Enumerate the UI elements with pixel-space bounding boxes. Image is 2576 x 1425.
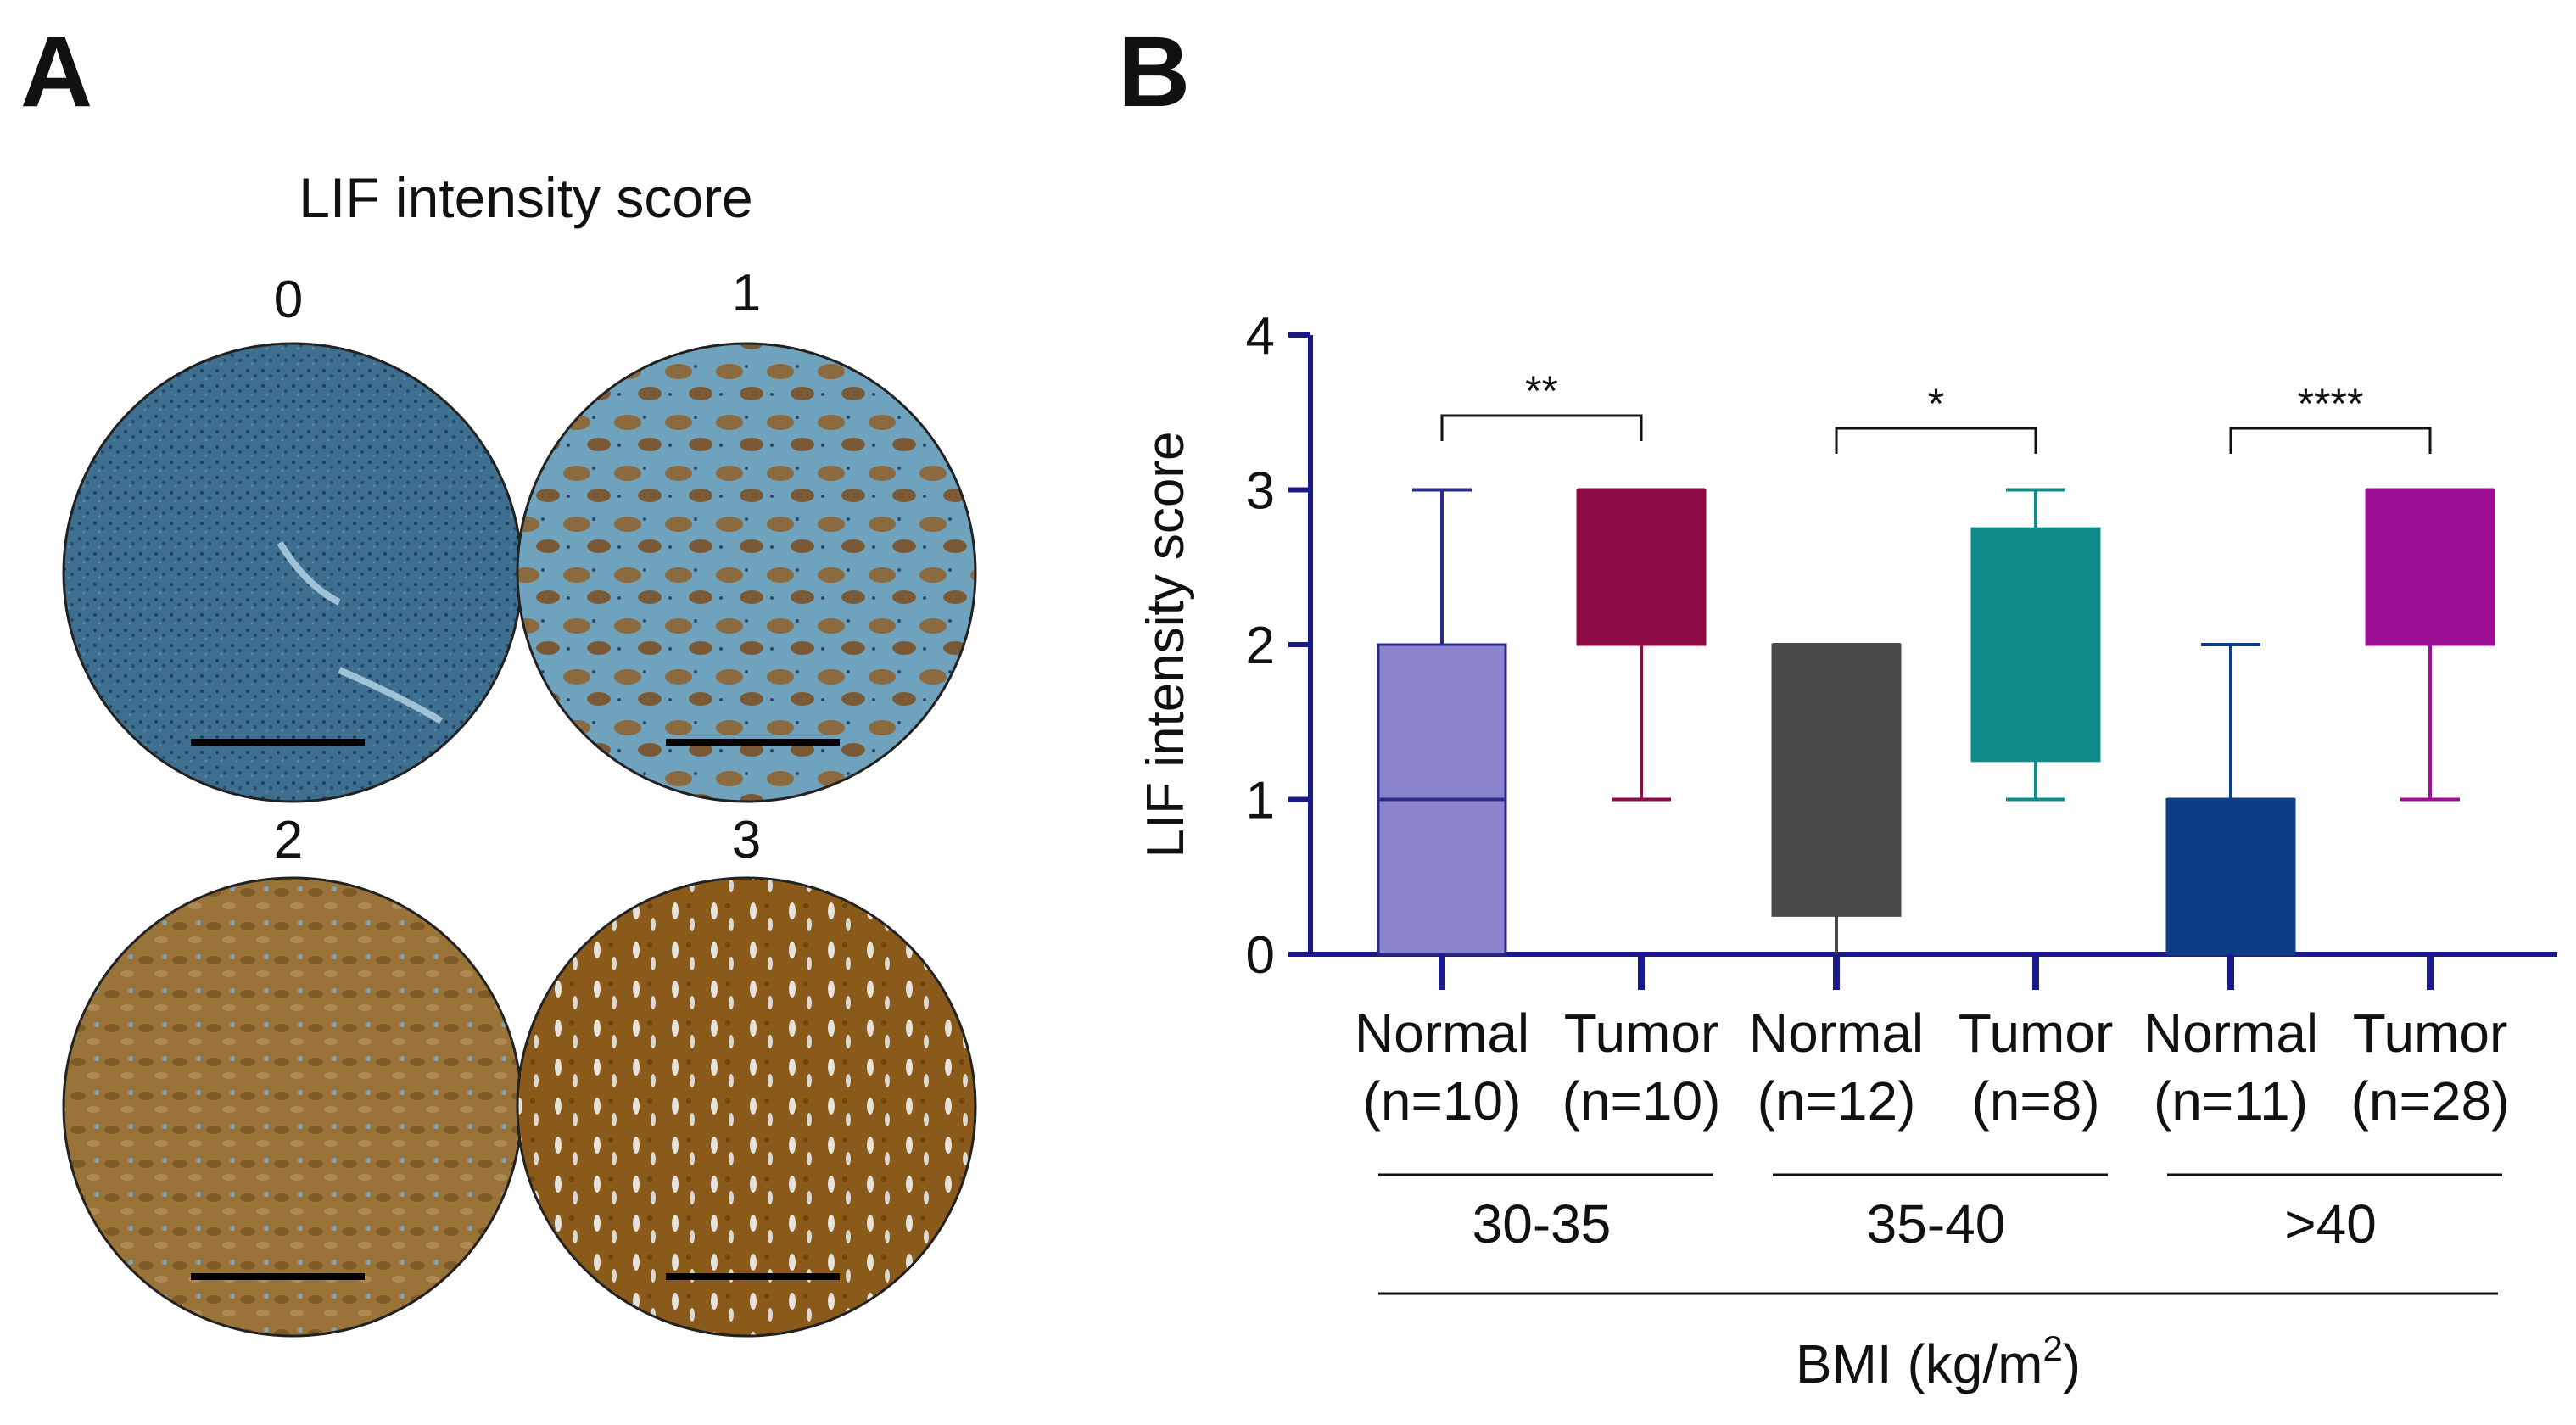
group-2-box-1-label: Tumor — [2353, 1003, 2508, 1064]
x-axis-label-main: BMI (kg/m — [1796, 1333, 2043, 1394]
group-2-box-0-box — [2165, 798, 2296, 956]
group-1-box-0-label: Normal — [1749, 1003, 1924, 1064]
group-0-box-1-box — [1576, 489, 1707, 646]
group-0-box-0-n: (n=10) — [1363, 1070, 1522, 1132]
significance-label-1: * — [1928, 380, 1944, 428]
group-1-box-1-n: (n=8) — [1971, 1070, 2099, 1132]
group-2-box-1-box — [2365, 489, 2495, 646]
micrograph-1 — [516, 342, 977, 803]
bmi-group-label-0: 30-35 — [1472, 1193, 1612, 1255]
score-label-1: 1 — [731, 264, 762, 322]
y-tick-label-1: 1 — [1246, 772, 1275, 830]
group-2-box-0-n: (n=11) — [2154, 1070, 2308, 1132]
x-axis-label-sup: 2 — [2042, 1328, 2062, 1368]
significance-label-2: **** — [2298, 380, 2364, 428]
group-0-box-1-n: (n=10) — [1562, 1070, 1721, 1132]
micrograph-3 — [516, 876, 977, 1338]
group-0-box-1-label: Tumor — [1564, 1003, 1719, 1064]
significance-bracket-1 — [1835, 427, 2037, 454]
y-tick-label-4: 4 — [1246, 307, 1275, 366]
panel-b-letter: B — [1118, 16, 1191, 128]
significance-label-0: ** — [1525, 367, 1558, 415]
panel-a-letter: A — [20, 16, 93, 128]
significance-bracket-2 — [2229, 427, 2432, 454]
score-label-0: 0 — [273, 271, 304, 329]
group-2-box-1-n: (n=28) — [2351, 1070, 2510, 1132]
score-label-2: 2 — [273, 811, 304, 869]
y-tick-label-2: 2 — [1246, 617, 1275, 675]
x-axis-label-close: ) — [2063, 1333, 2081, 1394]
micrograph-panel — [62, 342, 977, 1338]
group-1-box-0-n: (n=12) — [1757, 1070, 1916, 1132]
group-0-box-0-label: Normal — [1355, 1003, 1529, 1064]
y-tick-label-0: 0 — [1246, 926, 1275, 985]
group-2-box-0-label: Normal — [2143, 1003, 2318, 1064]
significance-bracket-0 — [1440, 414, 1643, 441]
y-tick-label-3: 3 — [1246, 462, 1275, 521]
panel-a-title: LIF intensity score — [299, 166, 753, 229]
y-axis-label: LIF intensity score — [1137, 431, 1195, 858]
bmi-group-label-1: 35-40 — [1867, 1193, 2006, 1255]
group-1-box-0-box — [1771, 643, 1902, 917]
score-label-3: 3 — [731, 811, 762, 869]
group-1-box-1-label: Tumor — [1959, 1003, 2114, 1064]
bmi-group-label-2: >40 — [2284, 1193, 2377, 1255]
x-axis-label: BMI (kg/m2) — [1796, 1328, 2081, 1394]
